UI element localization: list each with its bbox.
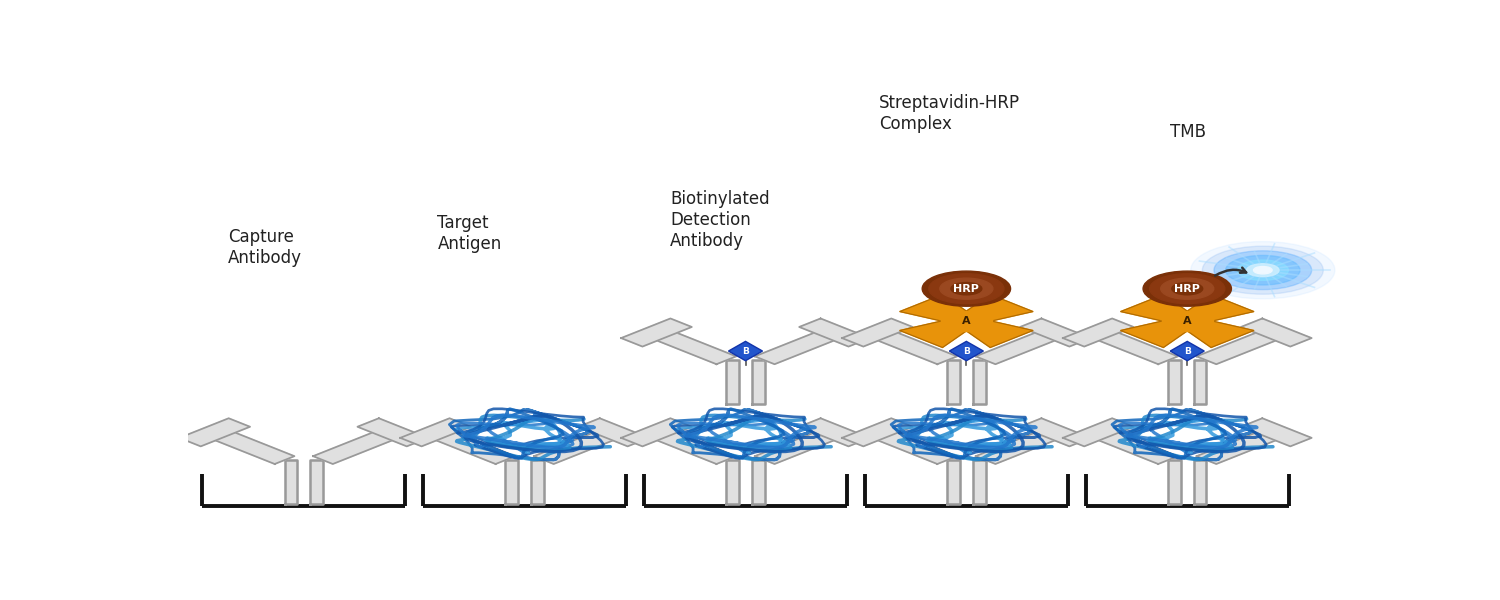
Circle shape — [1149, 274, 1226, 304]
Polygon shape — [426, 428, 516, 464]
Text: B: B — [1184, 347, 1191, 356]
Polygon shape — [1161, 311, 1214, 331]
Polygon shape — [314, 428, 402, 464]
Polygon shape — [752, 360, 765, 404]
Polygon shape — [646, 329, 736, 364]
Polygon shape — [506, 460, 518, 504]
Polygon shape — [1197, 428, 1286, 464]
Polygon shape — [900, 295, 975, 325]
Polygon shape — [621, 418, 692, 446]
Text: Capture
Antibody: Capture Antibody — [228, 228, 302, 267]
Text: B: B — [963, 347, 970, 356]
Polygon shape — [867, 329, 957, 364]
Text: TMB: TMB — [1170, 123, 1206, 141]
Polygon shape — [579, 418, 650, 446]
Text: HRP: HRP — [954, 284, 980, 293]
Polygon shape — [1240, 319, 1311, 347]
Polygon shape — [867, 428, 957, 464]
Circle shape — [1172, 283, 1203, 295]
Circle shape — [940, 278, 993, 299]
Circle shape — [1143, 271, 1232, 306]
Circle shape — [1226, 256, 1300, 285]
Polygon shape — [1064, 418, 1134, 446]
Polygon shape — [357, 418, 428, 446]
Polygon shape — [940, 311, 992, 331]
Circle shape — [1191, 242, 1335, 299]
Polygon shape — [206, 428, 294, 464]
Polygon shape — [1020, 418, 1090, 446]
Polygon shape — [752, 460, 765, 504]
Polygon shape — [1064, 319, 1134, 347]
Polygon shape — [400, 418, 471, 446]
Circle shape — [1203, 246, 1323, 294]
Circle shape — [1254, 266, 1272, 274]
Polygon shape — [1197, 329, 1286, 364]
Polygon shape — [1170, 341, 1204, 361]
Polygon shape — [946, 460, 960, 504]
Polygon shape — [1089, 329, 1178, 364]
Polygon shape — [531, 460, 544, 504]
Text: Streptavidin-HRP
Complex: Streptavidin-HRP Complex — [879, 94, 1020, 133]
Polygon shape — [1120, 295, 1197, 325]
Polygon shape — [180, 418, 250, 446]
Polygon shape — [900, 317, 975, 347]
Polygon shape — [800, 418, 870, 446]
Polygon shape — [1194, 360, 1206, 404]
Polygon shape — [1120, 317, 1197, 347]
Polygon shape — [729, 341, 762, 361]
Polygon shape — [1178, 295, 1254, 325]
Polygon shape — [800, 319, 870, 347]
Polygon shape — [1240, 418, 1311, 446]
Polygon shape — [726, 360, 740, 404]
Circle shape — [1161, 278, 1214, 299]
Polygon shape — [957, 295, 1034, 325]
Polygon shape — [1089, 428, 1178, 464]
Polygon shape — [310, 460, 322, 504]
Text: HRP: HRP — [1174, 284, 1200, 293]
Polygon shape — [1168, 360, 1180, 404]
Circle shape — [922, 271, 1011, 306]
Circle shape — [1214, 251, 1311, 290]
Polygon shape — [974, 460, 986, 504]
Polygon shape — [974, 360, 986, 404]
Circle shape — [928, 274, 1004, 304]
Text: B: B — [742, 347, 748, 356]
Polygon shape — [726, 460, 740, 504]
Polygon shape — [975, 329, 1065, 364]
Circle shape — [951, 283, 982, 295]
Polygon shape — [957, 317, 1034, 347]
Polygon shape — [1020, 319, 1090, 347]
Polygon shape — [754, 428, 844, 464]
Text: A: A — [1184, 316, 1191, 326]
Polygon shape — [285, 460, 297, 504]
Text: Target
Antigen: Target Antigen — [438, 214, 501, 253]
Polygon shape — [946, 360, 960, 404]
Polygon shape — [1194, 460, 1206, 504]
Polygon shape — [975, 428, 1065, 464]
Polygon shape — [646, 428, 736, 464]
Polygon shape — [842, 319, 912, 347]
Circle shape — [1238, 260, 1288, 280]
Polygon shape — [1178, 317, 1254, 347]
Polygon shape — [754, 329, 844, 364]
Polygon shape — [842, 418, 912, 446]
Polygon shape — [1168, 460, 1180, 504]
Polygon shape — [950, 341, 984, 361]
Circle shape — [1246, 264, 1280, 277]
Polygon shape — [621, 319, 692, 347]
Text: Biotinylated
Detection
Antibody: Biotinylated Detection Antibody — [670, 190, 770, 250]
Polygon shape — [534, 428, 624, 464]
Text: A: A — [962, 316, 970, 326]
